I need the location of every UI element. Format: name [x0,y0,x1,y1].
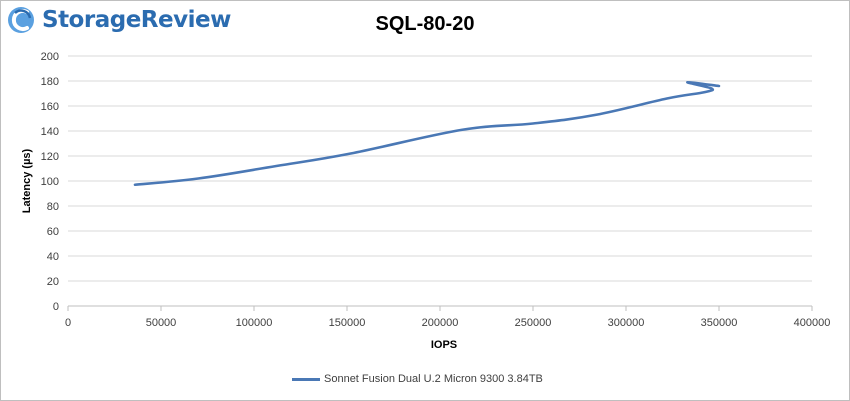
y-tick-label: 40 [47,251,59,263]
x-tick-label: 200000 [422,317,459,329]
y-tick-label: 100 [41,176,59,188]
y-tick-label: 180 [41,76,59,88]
storagereview-logo: StorageReview [4,2,234,38]
y-tick-label: 80 [47,201,59,213]
chart-title: SQL-80-20 [375,13,475,35]
x-tick-label: 350000 [701,317,738,329]
x-tick-label: 150000 [329,317,366,329]
y-tick-label: 120 [41,151,59,163]
legend: Sonnet Fusion Dual U.2 Micron 9300 3.84T… [292,373,543,385]
y-tick-label: 140 [41,126,59,138]
legend-series-label: Sonnet Fusion Dual U.2 Micron 9300 3.84T… [324,373,543,385]
x-tick-label: 400000 [794,317,831,329]
y-tick-label: 200 [41,51,59,63]
x-tick-label: 50000 [146,317,177,329]
x-tick-label: 100000 [236,317,273,329]
y-tick-label: 60 [47,226,59,238]
y-axis-title: Latency (µs) [21,148,33,213]
x-tick-label: 0 [65,317,71,329]
y-tick-label: 160 [41,101,59,113]
storagereview-logo-icon [8,7,34,33]
legend-series-swatch [292,377,320,381]
y-tick-label: 0 [53,301,59,313]
logo-wordmark: StorageReview [42,7,231,33]
x-axis-title: IOPS [431,339,457,351]
y-tick-label: 20 [47,276,59,288]
x-tick-label: 250000 [515,317,552,329]
series-line [133,80,721,187]
x-tick-label: 300000 [608,317,645,329]
